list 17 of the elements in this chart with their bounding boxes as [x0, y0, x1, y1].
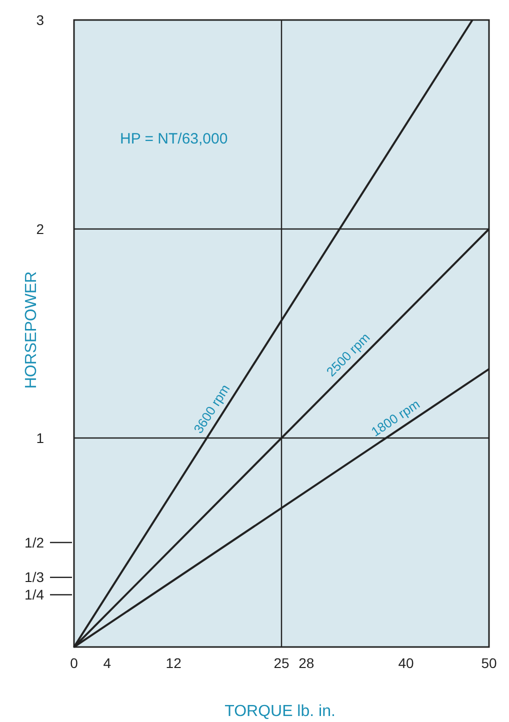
text: 1800 rpm [368, 396, 422, 440]
x-tick-label: 28 [298, 655, 314, 671]
x-tick-label: 12 [166, 655, 182, 671]
x-tick-label: 50 [481, 655, 497, 671]
x-tick-label: 40 [398, 655, 414, 671]
y-tick-label: 2 [36, 220, 44, 237]
y-axis-title: HORSEPOWER [23, 271, 40, 389]
y-tick-label: 1/2 [24, 534, 44, 550]
y-tick-label: 1/4 [24, 586, 44, 603]
annotation: HP = NT/63,000 [120, 130, 228, 148]
y-tick-label: 3 [36, 12, 44, 28]
x-tick-label: 0 [70, 655, 78, 671]
y-tick-label: 1 [36, 430, 44, 446]
y-tick-label: 1/3 [24, 569, 44, 586]
x-axis-title: TORQUE lb. in. [224, 703, 336, 720]
x-tick-label: 4 [103, 655, 112, 671]
x-tick-label: 25 [274, 655, 290, 671]
